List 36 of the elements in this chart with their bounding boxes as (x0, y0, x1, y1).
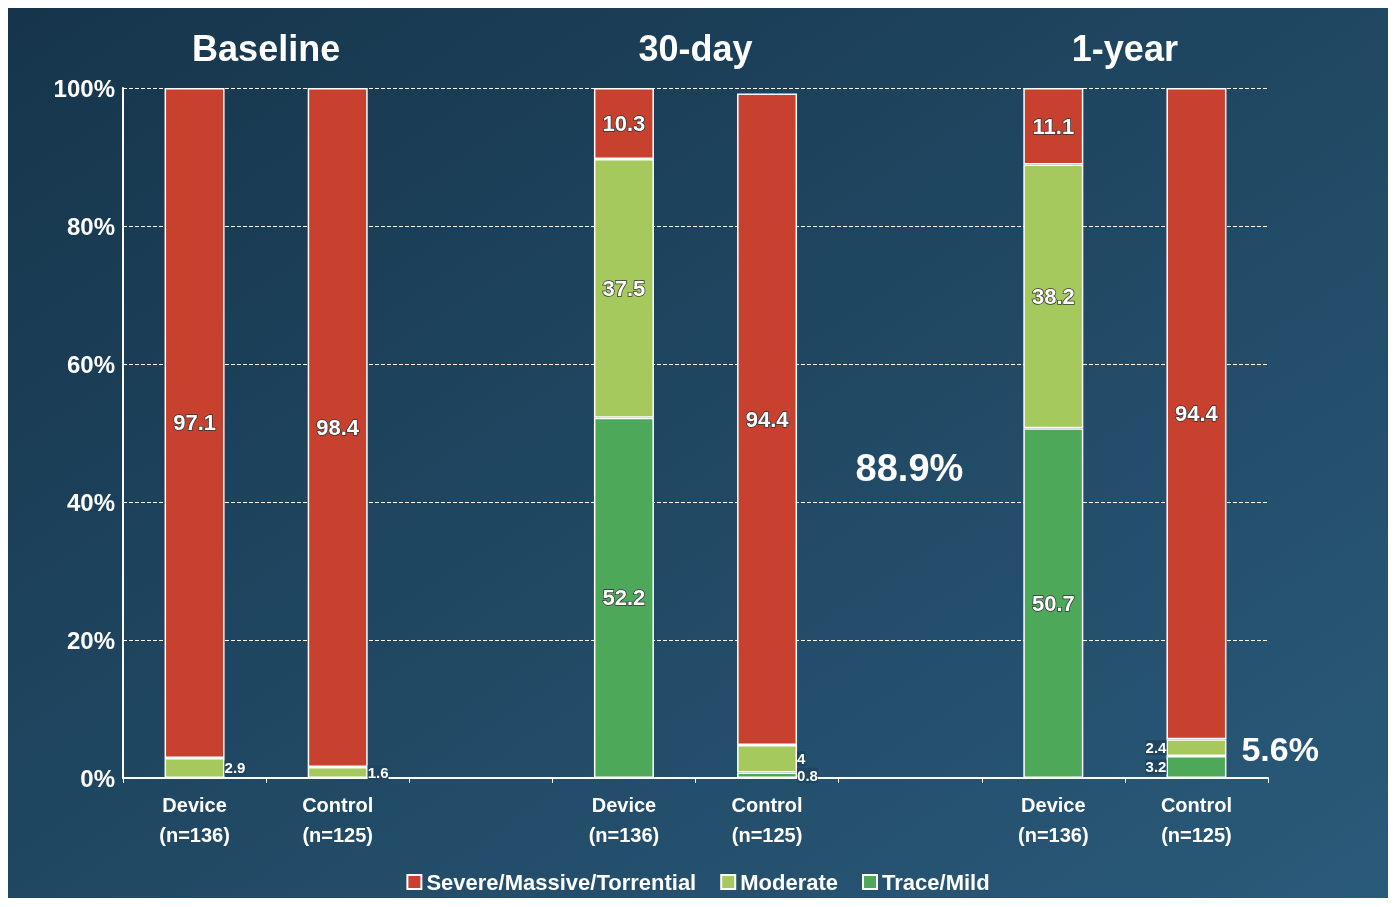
data-label: 98.4 (316, 414, 360, 440)
x-tick-label: Device (n=136) (588, 794, 660, 846)
legend-label: Moderate (740, 869, 839, 895)
data-label: 97.1 (173, 410, 216, 436)
legend-label: Severe/Massive/Torrential (426, 869, 697, 895)
data-label: 4 (797, 750, 807, 768)
text: 30-day (638, 27, 753, 69)
annotation: 5.6% (1241, 730, 1319, 769)
annotation: 88.9% (855, 446, 964, 489)
data-label: 52.2 (602, 585, 646, 611)
data-label: 11.1 (1032, 113, 1075, 139)
y-tick-label: 20% (66, 626, 115, 654)
x-tick-label: Device (n=136) (1018, 794, 1089, 846)
data-label: 2.4 (1145, 739, 1168, 757)
data-label: 1.6 (367, 763, 389, 781)
data-label: 10.3 (602, 111, 646, 137)
legend-label: Trace/Mild (882, 869, 990, 895)
data-label: 50.7 (1031, 590, 1075, 616)
data-label: 94.4 (1175, 401, 1219, 427)
x-tick-label: Device (n=136) (159, 794, 230, 846)
data-label: 38.2 (1031, 283, 1075, 309)
y-tick-label: 0% (80, 764, 115, 792)
data-label: 2.9 (224, 759, 246, 777)
y-tick-label: 80% (66, 212, 115, 240)
data-label: 0.8 (797, 766, 818, 784)
y-tick-label: 100% (53, 74, 115, 102)
data-label: 94.4 (745, 406, 790, 432)
x-tick-label: Control (n=125) (302, 794, 374, 846)
text: 1-year (1071, 27, 1178, 69)
x-tick-label: Control (n=125) (731, 794, 803, 846)
data-label: 37.5 (602, 275, 646, 301)
data-label: 3.2 (1145, 758, 1167, 776)
x-tick-label: Control (n=125) (1160, 794, 1232, 846)
text: Baseline (192, 27, 341, 69)
y-tick-label: 40% (66, 488, 115, 516)
y-tick-label: 60% (66, 350, 115, 378)
